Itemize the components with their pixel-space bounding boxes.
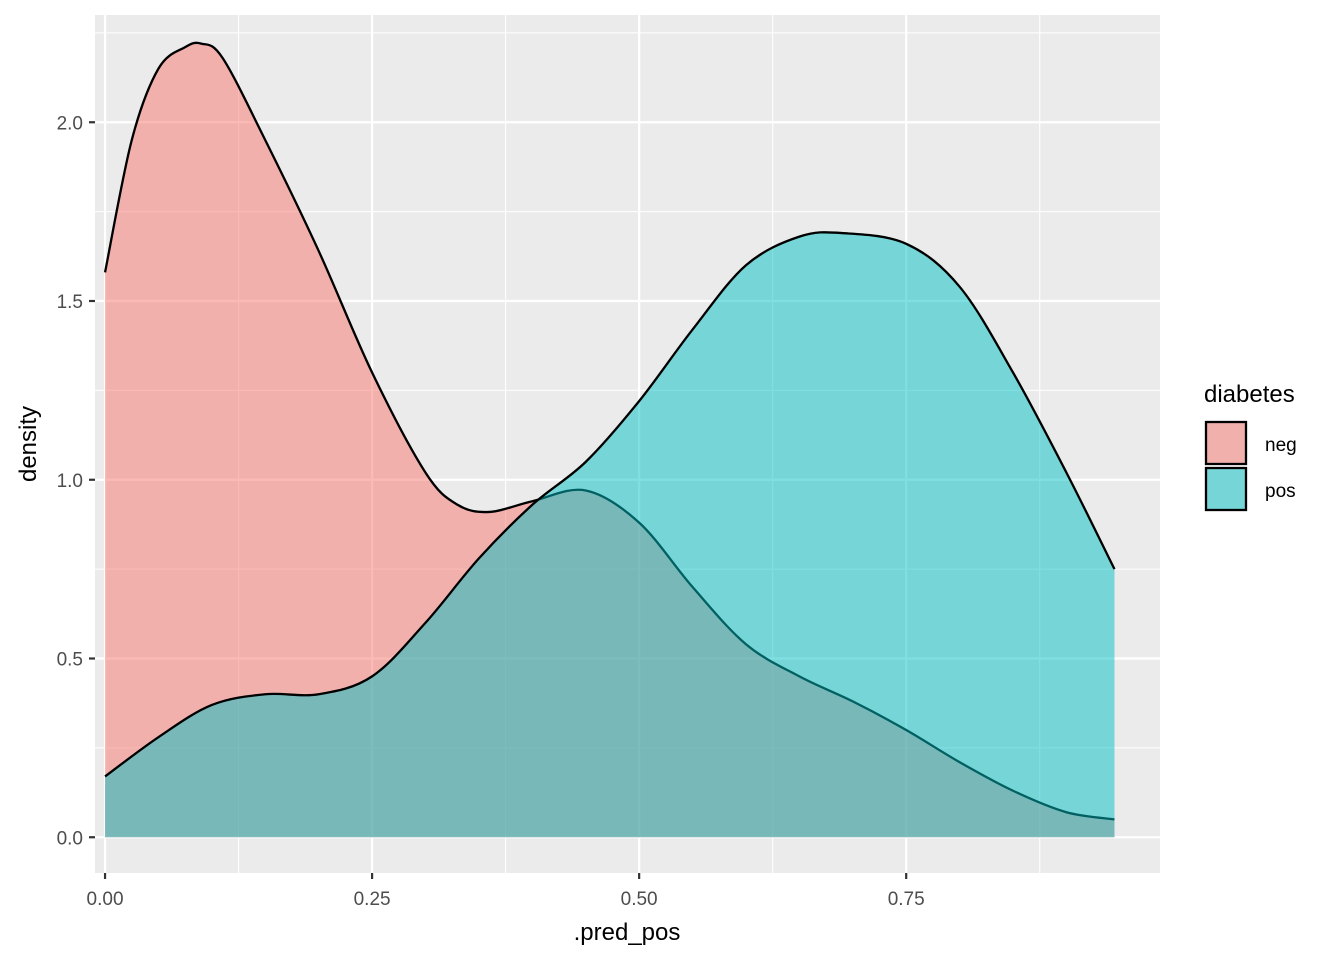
y-tick-label: 0.0 [57, 828, 83, 849]
y-tick-label: 1.0 [57, 471, 83, 492]
x-tick-label: 0.75 [888, 889, 925, 910]
legend-label-neg: neg [1265, 435, 1297, 456]
legend-key-pos [1204, 466, 1248, 512]
x-axis: 0.00 0.25 0.50 0.75 [87, 873, 925, 910]
legend-key-neg [1204, 420, 1248, 466]
y-axis: 0.0 0.5 1.0 1.5 2.0 [57, 113, 95, 849]
y-tick-label: 1.5 [57, 292, 83, 313]
x-axis-title: .pred_pos [574, 919, 681, 946]
legend-title: diabetes [1204, 381, 1295, 408]
y-tick-label: 2.0 [57, 113, 83, 134]
y-tick-label: 0.5 [57, 650, 83, 671]
x-tick-label: 0.00 [87, 889, 124, 910]
x-tick-label: 0.25 [354, 889, 391, 910]
area-outline-pos [104, 231, 1116, 778]
legend: diabetes neg pos [1204, 381, 1297, 512]
area-fill-neg [105, 42, 1115, 838]
x-tick-label: 0.50 [621, 889, 658, 910]
legend-label-pos: pos [1265, 481, 1296, 502]
y-axis-title: density [15, 406, 42, 482]
area-fill-pos [105, 232, 1115, 838]
density-areas [103, 41, 1116, 838]
